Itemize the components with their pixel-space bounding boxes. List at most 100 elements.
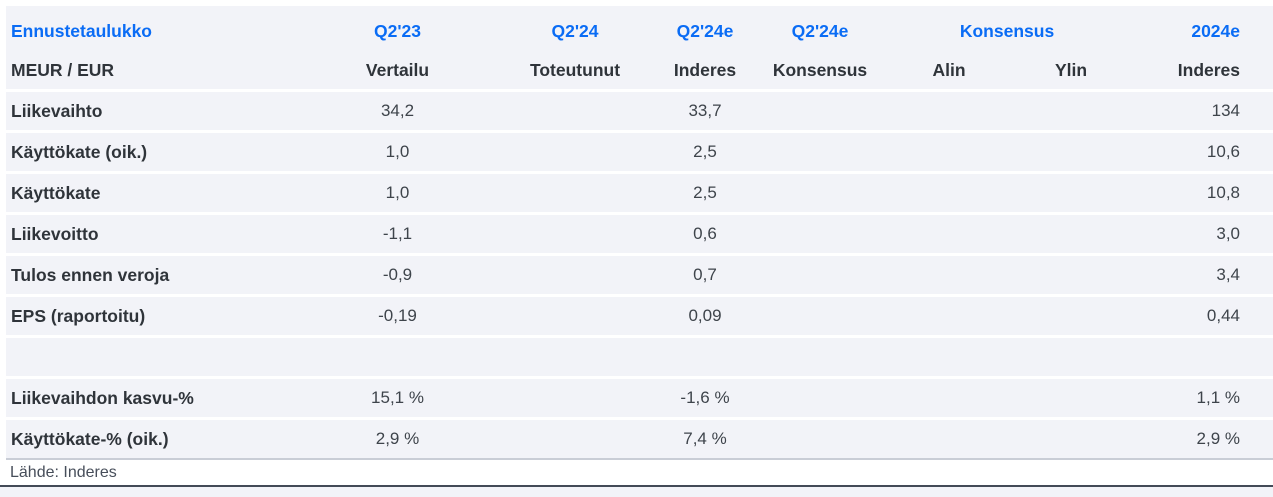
row-label: [6, 338, 300, 379]
cell-inderes-q2: 7,4 %: [655, 420, 755, 460]
spacer-row: [6, 338, 1273, 379]
cell-inderes-2024: 2,9 %: [1129, 420, 1273, 460]
row-label: Liikevaihdon kasvu-%: [6, 379, 300, 420]
cell-toteutunut: [495, 215, 655, 256]
forecast-table-container: Ennustetaulukko Q2'23 Q2'24 Q2'24e Q2'24…: [6, 6, 1273, 460]
row-label: Käyttökate (oik.): [6, 133, 300, 174]
cell-inderes-q2: 33,7: [655, 92, 755, 133]
cell-vertailu: 1,0: [300, 133, 495, 174]
cell-konsensus-q2: [755, 215, 885, 256]
col-header-q2-24e-konsensus: Q2'24e: [755, 6, 885, 51]
cell-konsensus-q2: [755, 133, 885, 174]
cell-ylin: [1013, 420, 1130, 460]
header-row-sublabels: MEUR / EUR Vertailu Toteutunut Inderes K…: [6, 51, 1273, 92]
cell-vertailu: 2,9 %: [300, 420, 495, 460]
subheader-inderes-2024: Inderes: [1129, 51, 1273, 92]
forecast-table: Ennustetaulukko Q2'23 Q2'24 Q2'24e Q2'24…: [6, 6, 1273, 460]
cell-vertailu: -0,9: [300, 256, 495, 297]
cell-vertailu: [300, 338, 495, 379]
cell-vertailu: -1,1: [300, 215, 495, 256]
cell-ylin: [1013, 256, 1130, 297]
unit-label: MEUR / EUR: [6, 51, 300, 92]
cell-ylin: [1013, 92, 1130, 133]
table-row: Liikevoitto -1,1 0,6 3,0: [6, 215, 1273, 256]
cell-vertailu: 1,0: [300, 174, 495, 215]
cell-alin: [885, 92, 1013, 133]
table-row: Käyttökate-% (oik.) 2,9 % 7,4 % 2,9 %: [6, 420, 1273, 460]
cell-inderes-q2: 2,5: [655, 133, 755, 174]
subheader-konsensus-q2: Konsensus: [755, 51, 885, 92]
cell-ylin: [1013, 215, 1130, 256]
table-row: Käyttökate (oik.) 1,0 2,5 10,6: [6, 133, 1273, 174]
cell-konsensus-q2: [755, 420, 885, 460]
cell-inderes-q2: [655, 338, 755, 379]
cell-alin: [885, 297, 1013, 338]
cell-alin: [885, 338, 1013, 379]
cell-toteutunut: [495, 133, 655, 174]
bottom-divider: [0, 485, 1273, 487]
cell-inderes-2024: 3,0: [1129, 215, 1273, 256]
cell-ylin: [1013, 338, 1130, 379]
table-row: Liikevaihdon kasvu-% 15,1 % -1,6 % 1,1 %: [6, 379, 1273, 420]
cell-vertailu: 34,2: [300, 92, 495, 133]
col-header-q2-24: Q2'24: [495, 6, 655, 51]
cell-alin: [885, 133, 1013, 174]
cell-konsensus-q2: [755, 256, 885, 297]
table-body: Liikevaihto 34,2 33,7 134 Käyttökate (oik.) 1…: [6, 92, 1273, 460]
cell-inderes-q2: 2,5: [655, 174, 755, 215]
cell-konsensus-q2: [755, 92, 885, 133]
subheader-ylin: Ylin: [1013, 51, 1130, 92]
row-label: Käyttökate: [6, 174, 300, 215]
col-header-q2-24e-inderes: Q2'24e: [655, 6, 755, 51]
cell-toteutunut: [495, 379, 655, 420]
bottom-strip: [0, 487, 1273, 497]
table-row: Käyttökate 1,0 2,5 10,8: [6, 174, 1273, 215]
row-label: Liikevaihto: [6, 92, 300, 133]
cell-konsensus-q2: [755, 379, 885, 420]
row-label: Liikevoitto: [6, 215, 300, 256]
subheader-vertailu: Vertailu: [300, 51, 495, 92]
header-row-periods: Ennustetaulukko Q2'23 Q2'24 Q2'24e Q2'24…: [6, 6, 1273, 51]
cell-vertailu: 15,1 %: [300, 379, 495, 420]
col-header-konsensus-range: Konsensus: [885, 6, 1130, 51]
row-label: Tulos ennen veroja: [6, 256, 300, 297]
cell-konsensus-q2: [755, 297, 885, 338]
table-row: EPS (raportoitu) -0,19 0,09 0,44: [6, 297, 1273, 338]
cell-inderes-q2: 0,7: [655, 256, 755, 297]
cell-inderes-q2: -1,6 %: [655, 379, 755, 420]
cell-inderes-2024: 1,1 %: [1129, 379, 1273, 420]
subheader-toteutunut: Toteutunut: [495, 51, 655, 92]
cell-inderes-2024: 3,4: [1129, 256, 1273, 297]
cell-toteutunut: [495, 92, 655, 133]
cell-toteutunut: [495, 338, 655, 379]
cell-inderes-2024: 10,8: [1129, 174, 1273, 215]
cell-alin: [885, 174, 1013, 215]
subheader-alin: Alin: [885, 51, 1013, 92]
cell-ylin: [1013, 133, 1130, 174]
subheader-inderes-q2: Inderes: [655, 51, 755, 92]
table-row: Tulos ennen veroja -0,9 0,7 3,4: [6, 256, 1273, 297]
col-header-q2-23: Q2'23: [300, 6, 495, 51]
cell-inderes-2024: 134: [1129, 92, 1273, 133]
table-title: Ennustetaulukko: [6, 6, 300, 51]
cell-inderes-2024: 0,44: [1129, 297, 1273, 338]
cell-inderes-2024: 10,6: [1129, 133, 1273, 174]
cell-alin: [885, 420, 1013, 460]
cell-inderes-q2: 0,09: [655, 297, 755, 338]
row-label: EPS (raportoitu): [6, 297, 300, 338]
cell-konsensus-q2: [755, 174, 885, 215]
table-row: Liikevaihto 34,2 33,7 134: [6, 92, 1273, 133]
cell-alin: [885, 215, 1013, 256]
cell-toteutunut: [495, 174, 655, 215]
cell-ylin: [1013, 379, 1130, 420]
source-note: Lähde: Inderes: [0, 460, 1273, 485]
cell-konsensus-q2: [755, 338, 885, 379]
cell-inderes-q2: 0,6: [655, 215, 755, 256]
cell-toteutunut: [495, 256, 655, 297]
cell-ylin: [1013, 174, 1130, 215]
cell-toteutunut: [495, 420, 655, 460]
cell-alin: [885, 379, 1013, 420]
row-label: Käyttökate-% (oik.): [6, 420, 300, 460]
cell-toteutunut: [495, 297, 655, 338]
cell-ylin: [1013, 297, 1130, 338]
